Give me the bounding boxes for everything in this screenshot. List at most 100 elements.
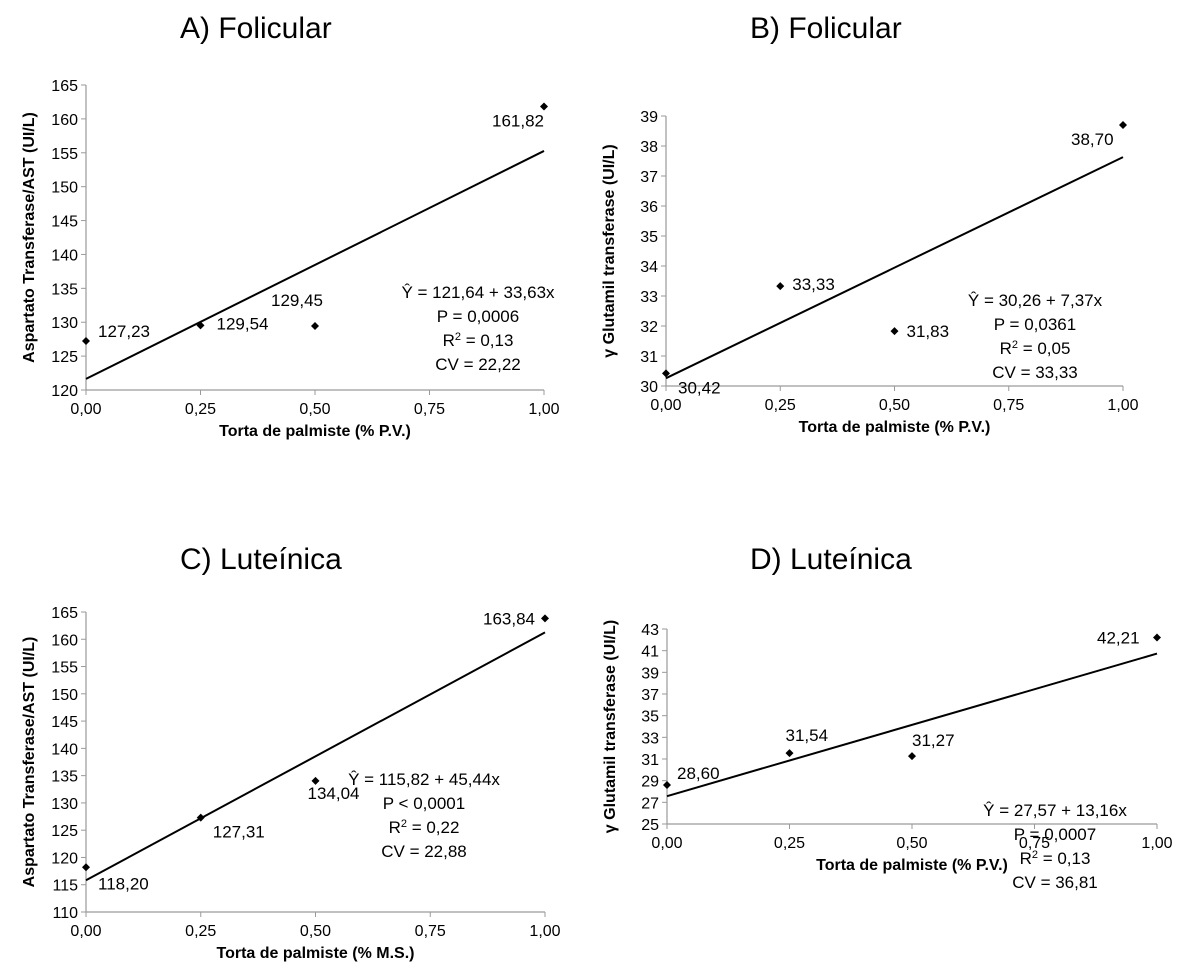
scatter-plot: 110 115 120 125 130 135 140 145 150 155 160 165 0,00… [21,605,561,962]
x-tick-label: 0,50 [879,397,910,414]
x-tick-label: 0,00 [650,397,681,414]
trendline [665,156,1124,380]
regression-annotation: CV = 33,33 [992,363,1078,382]
x-tick-label: 0,50 [896,835,927,852]
y-tick-label: 38 [640,139,658,156]
x-tick-label: 1,00 [1141,835,1172,852]
data-label: 161,82 [492,112,544,131]
x-tick-label: 1,00 [528,401,559,418]
y-tick-label: 135 [51,769,78,786]
x-axis-label: Torta de palmiste (% P.V.) [816,857,1008,874]
chart-panel-d: D) Luteínica 25 27 29 31 33 35 37 39 41 43 0,00 0,2… [590,485,1177,965]
data-label: 38,70 [1071,130,1114,149]
data-point [908,752,916,761]
scatter-plot: 120 125 130 135 140 145 150 155 160 165 0,00 0,25 0,… [21,78,560,440]
y-tick-label: 37 [640,169,658,186]
y-tick-label: 32 [640,319,658,336]
data-label: 129,54 [217,314,269,333]
data-point [196,813,205,822]
data-label: 118,20 [98,874,149,893]
y-axis-label: Aspartato Transferase/AST (UI/L) [21,637,38,888]
data-label: 42,21 [1097,629,1140,648]
data-label: 31,54 [786,726,829,745]
regression-annotation: R2 = 0,13 [443,331,514,350]
y-tick-label: 145 [51,214,78,231]
data-point [890,327,899,336]
chart-title: A) Folicular [180,12,332,45]
y-tick-label: 155 [51,146,78,163]
x-axis-label: Torta de palmiste (% P.V.) [799,419,991,436]
regression-annotation: P = 0,0007 [1014,825,1096,844]
y-tick-label: 165 [51,605,78,622]
y-tick-label: 34 [640,259,658,276]
regression-annotation: R2 = 0,13 [1020,849,1091,868]
y-tick-label: 155 [51,660,78,677]
data-label: 134,04 [308,784,360,803]
data-label: 30,42 [678,378,721,397]
data-point [663,781,671,789]
y-tick-label: 37 [641,687,659,704]
y-tick-label: 29 [641,774,659,791]
y-tick-label: 140 [51,741,78,758]
y-tick-label: 115 [52,878,78,895]
data-point [311,776,320,785]
y-tick-label: 30 [640,379,658,396]
regression-annotation: R2 = 0,22 [389,818,460,837]
y-tick-label: 130 [51,796,78,813]
data-point [1119,121,1127,129]
chart-title: C) Luteínica [180,543,342,576]
y-tick-label: 150 [51,687,78,704]
data-point [776,282,785,291]
regression-annotation: CV = 22,88 [381,842,467,861]
x-tick-label: 0,50 [300,923,331,940]
y-tick-label: 43 [641,622,659,639]
x-tick-label: 0,75 [993,397,1024,414]
data-point [540,102,548,111]
regression-annotation: CV = 36,81 [1012,873,1098,892]
data-point [196,321,205,330]
y-tick-label: 25 [641,817,659,834]
trendline [666,652,1158,798]
data-label: 129,45 [271,291,323,310]
y-tick-label: 140 [51,247,78,264]
x-tick-label: 0,75 [1019,835,1050,852]
scatter-plot: 25 27 29 31 33 35 37 39 41 43 0,00 0,25 0,50 0,75 1,00… [602,620,1173,892]
x-tick-label: 1,00 [1107,397,1138,414]
y-tick-label: 150 [51,180,78,197]
trendline [85,631,546,882]
regression-annotation: Ŷ = 30,26 + 7,37x [968,291,1103,310]
data-point [541,614,549,623]
x-tick-label: 0,00 [651,835,682,852]
data-point [82,336,90,345]
y-tick-label: 36 [640,199,658,216]
x-tick-label: 0,25 [765,397,796,414]
y-tick-label: 125 [51,823,78,840]
regression-annotation: Ŷ = 121,64 + 33,63x [401,283,555,302]
y-tick-label: 160 [51,112,78,129]
chart-title: D) Luteínica [750,543,912,576]
regression-annotation: P < 0,0001 [383,794,465,813]
y-tick-label: 130 [51,315,78,332]
y-tick-label: 39 [641,665,659,682]
x-tick-label: 0,25 [185,401,216,418]
scatter-plot: 30 31 32 33 34 35 36 37 38 39 0,00 0,25 0,50 0,75 1,00… [601,109,1139,436]
x-tick-label: 0,25 [774,835,805,852]
x-tick-label: 0,00 [70,923,101,940]
y-tick-label: 120 [51,383,78,400]
data-label: 33,33 [792,275,835,294]
chart-panel-c: C) Luteínica 110 115 120 125 130 135 140 145 150… [0,485,590,965]
y-tick-label: 110 [52,905,78,922]
regression-annotation: Ŷ = 27,57 + 13,16x [983,801,1127,820]
data-label: 28,60 [677,764,720,783]
data-label: 31,83 [907,322,950,341]
trendline [85,150,545,380]
y-tick-label: 31 [640,349,658,366]
x-tick-label: 0,00 [70,401,101,418]
data-point [1153,633,1161,642]
x-axis-label: Torta de palmiste (% M.S.) [217,945,415,962]
y-tick-label: 35 [641,709,659,726]
regression-annotation: P = 0,0006 [437,307,519,326]
regression-annotation: P = 0,0361 [994,315,1076,334]
y-tick-label: 33 [641,730,659,747]
regression-annotation: CV = 22,22 [435,355,521,374]
